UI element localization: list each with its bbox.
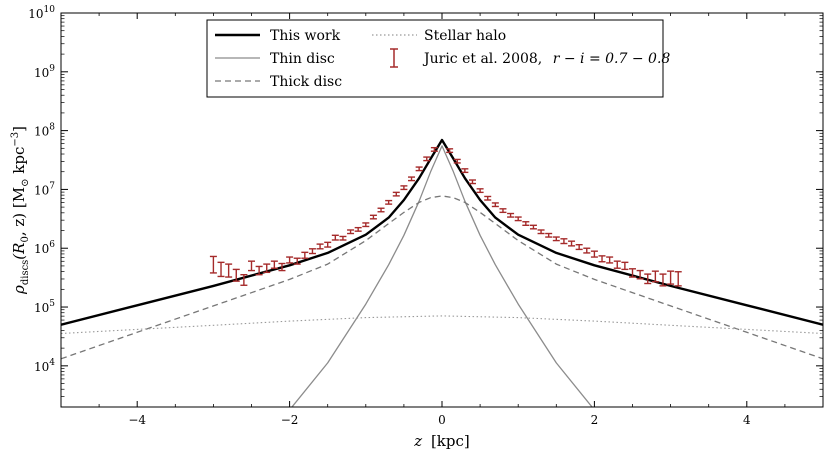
observation-point	[491, 202, 499, 208]
observation-point	[560, 238, 568, 245]
observation-point	[583, 247, 591, 254]
legend-label-juric: Juric et al. 2008, r − i = 0.7 − 0.8	[422, 51, 670, 67]
y-tick-label: 105	[34, 299, 55, 315]
observation-point	[514, 216, 522, 222]
y-tick-label: 1010	[28, 5, 55, 21]
observation-point	[545, 232, 553, 238]
series-line-thin-disc	[291, 145, 593, 407]
observation-point	[476, 188, 484, 194]
x-tick-label: 4	[743, 413, 751, 427]
observation-point	[529, 224, 537, 230]
observation-point	[606, 256, 614, 264]
observation-point	[293, 257, 301, 265]
observation-point	[400, 185, 408, 191]
observation-point	[347, 229, 355, 235]
observation-point	[644, 273, 652, 285]
legend-swatch-juric	[390, 48, 398, 68]
series-line-this-work	[61, 138, 823, 326]
observation-point	[423, 156, 431, 162]
y-axis-label: ρdiscs(R0, z) [M⊙ kpc−3]	[10, 126, 31, 295]
observation-point	[453, 158, 461, 164]
observation-point	[240, 273, 248, 286]
observation-point	[499, 208, 507, 214]
x-tick-label: 2	[591, 413, 599, 427]
observation-point	[636, 269, 644, 280]
y-tick-label: 106	[34, 240, 55, 256]
observation-point	[659, 273, 667, 287]
legend-label-stellar-halo: Stellar halo	[424, 28, 506, 44]
observation-point	[270, 260, 278, 269]
observation-point	[430, 146, 438, 152]
observation-point	[324, 241, 332, 248]
observation-point	[507, 212, 515, 218]
observation-point	[369, 214, 377, 220]
legend-label-thick-disc: Thick disc	[270, 74, 342, 90]
legend-label-this-work: This work	[270, 28, 341, 44]
observation-point	[316, 243, 324, 250]
observation-point	[468, 179, 476, 185]
observation-point	[286, 256, 294, 264]
legend-box	[206, 19, 664, 98]
observation-point	[629, 268, 636, 278]
observation-point	[392, 191, 400, 197]
x-axis-label: z [kpc]	[413, 432, 469, 450]
observation-point	[248, 260, 255, 272]
y-tick-label: 108	[34, 123, 55, 139]
x-tick-label: −4	[128, 413, 146, 427]
observation-point	[613, 260, 621, 269]
observation-point	[461, 168, 469, 174]
series-line-stellar-halo	[61, 315, 823, 335]
observation-point	[255, 265, 263, 276]
observation-point	[484, 195, 492, 201]
observation-point	[385, 199, 393, 205]
observation-point	[446, 148, 454, 154]
observation-point	[232, 268, 240, 282]
observation-point	[209, 255, 217, 274]
observation-point	[667, 270, 675, 285]
observation-point	[278, 262, 286, 272]
observation-point	[362, 222, 370, 228]
plot-frame	[60, 12, 824, 408]
observation-point	[217, 261, 225, 278]
observation-point	[225, 263, 233, 278]
observation-point	[377, 207, 385, 213]
observation-point	[354, 226, 362, 232]
observation-point	[598, 255, 606, 263]
observation-point	[263, 263, 271, 274]
observation-point	[651, 270, 659, 283]
model-curves	[61, 138, 823, 407]
axis-ticks: −4 −2 0 2 4 104 105 106 107 108 109 1010	[28, 5, 824, 427]
x-tick-label: −2	[281, 413, 299, 427]
observation-point	[590, 250, 598, 258]
observation-point	[301, 251, 309, 259]
observation-point	[522, 221, 530, 226]
y-tick-label: 104	[34, 358, 55, 374]
observation-point	[415, 166, 423, 172]
x-tick-label: 0	[438, 413, 446, 427]
observation-point	[308, 248, 316, 255]
observation-point	[552, 236, 560, 242]
legend-label-thin-disc: Thin disc	[270, 51, 335, 67]
observation-point	[331, 234, 339, 241]
observation-point	[575, 243, 583, 251]
observation-point	[408, 176, 416, 182]
observation-errorbars	[209, 146, 682, 287]
observation-point	[674, 271, 682, 287]
observation-point	[339, 235, 347, 241]
y-tick-label: 109	[34, 64, 55, 80]
legend: This work Thin disc Thick disc Stellar h…	[206, 19, 670, 98]
observation-point	[621, 261, 629, 271]
series-line-thick-disc	[61, 195, 823, 360]
observation-point	[568, 240, 576, 247]
observation-point	[537, 229, 545, 235]
y-tick-label: 107	[34, 181, 55, 197]
